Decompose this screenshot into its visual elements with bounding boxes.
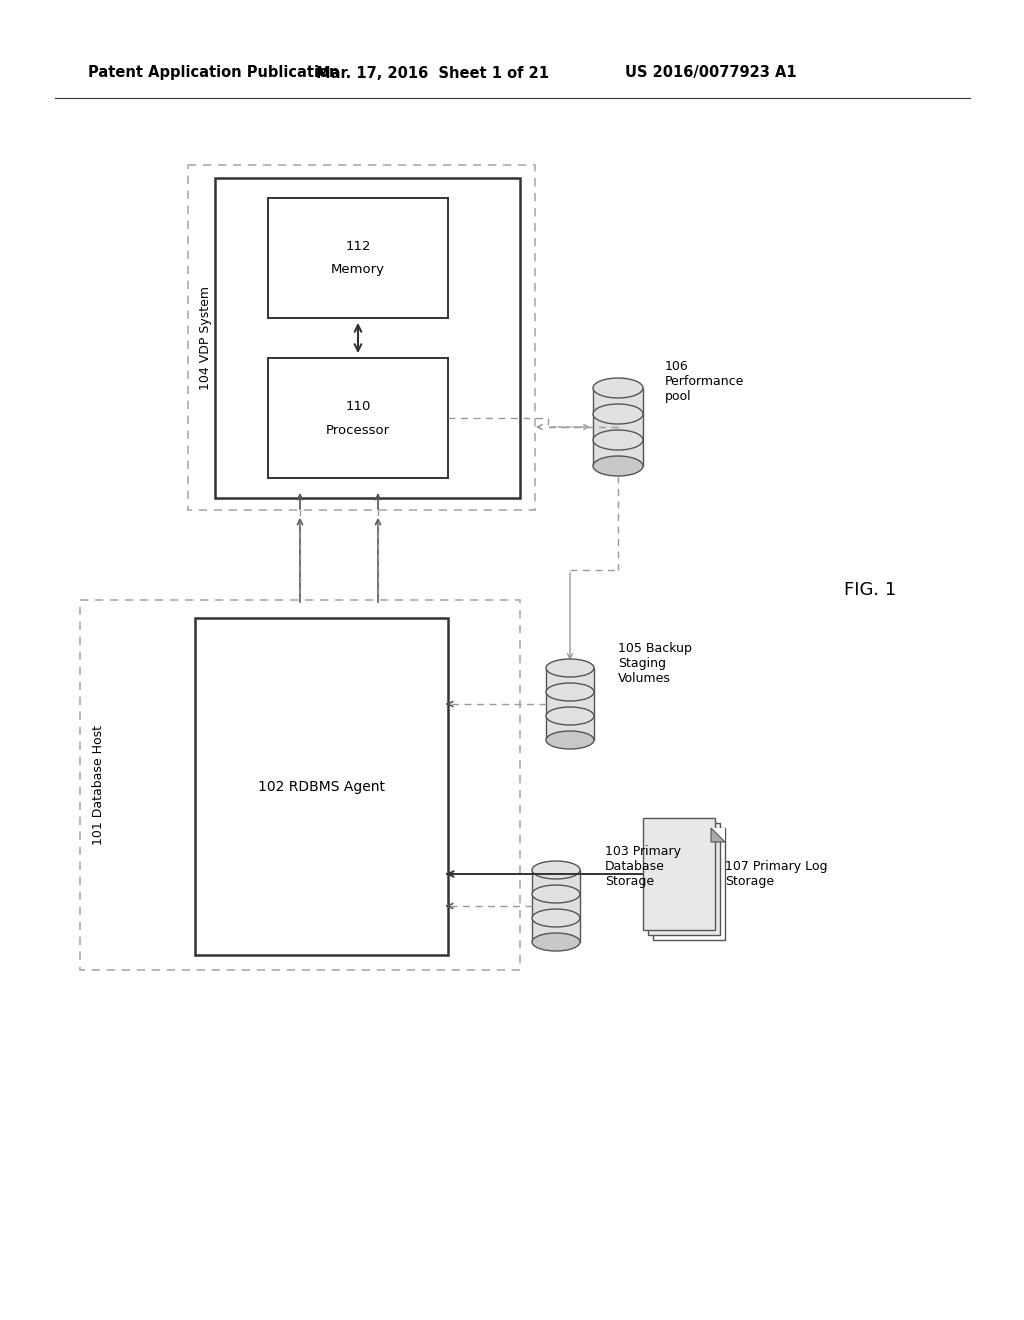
Ellipse shape: [546, 659, 594, 677]
Text: 107 Primary Log
Storage: 107 Primary Log Storage: [725, 861, 827, 888]
FancyBboxPatch shape: [643, 818, 715, 931]
Bar: [532, 894, 580, 917]
FancyBboxPatch shape: [653, 828, 725, 940]
Text: 102 RDBMS Agent: 102 RDBMS Agent: [258, 780, 385, 793]
Polygon shape: [711, 828, 725, 842]
Ellipse shape: [546, 731, 594, 748]
Bar: [593, 414, 643, 440]
Text: Processor: Processor: [326, 424, 390, 437]
FancyBboxPatch shape: [268, 358, 449, 478]
Ellipse shape: [532, 884, 580, 903]
Ellipse shape: [532, 909, 580, 927]
Bar: [532, 917, 580, 942]
Text: Patent Application Publication: Patent Application Publication: [88, 66, 340, 81]
Ellipse shape: [532, 861, 580, 879]
FancyBboxPatch shape: [195, 618, 449, 954]
Ellipse shape: [546, 708, 594, 725]
Bar: [546, 668, 594, 692]
Text: Mar. 17, 2016  Sheet 1 of 21: Mar. 17, 2016 Sheet 1 of 21: [315, 66, 549, 81]
Text: 104 VDP System: 104 VDP System: [200, 285, 213, 389]
Ellipse shape: [546, 682, 594, 701]
Bar: [532, 870, 580, 894]
Text: Memory: Memory: [331, 264, 385, 276]
FancyBboxPatch shape: [648, 822, 720, 935]
Bar: [593, 440, 643, 466]
FancyBboxPatch shape: [268, 198, 449, 318]
Ellipse shape: [593, 404, 643, 424]
Bar: [546, 715, 594, 741]
FancyBboxPatch shape: [215, 178, 520, 498]
Bar: [546, 692, 594, 715]
Text: 110: 110: [345, 400, 371, 412]
FancyBboxPatch shape: [80, 601, 520, 970]
Ellipse shape: [532, 933, 580, 950]
Ellipse shape: [593, 455, 643, 477]
FancyBboxPatch shape: [188, 165, 535, 510]
Text: US 2016/0077923 A1: US 2016/0077923 A1: [625, 66, 797, 81]
Ellipse shape: [593, 378, 643, 399]
Text: 106
Performance
pool: 106 Performance pool: [665, 360, 744, 403]
Text: 101 Database Host: 101 Database Host: [91, 725, 104, 845]
Text: 103 Primary
Database
Storage: 103 Primary Database Storage: [605, 845, 681, 888]
Text: FIG. 1: FIG. 1: [844, 581, 896, 599]
Polygon shape: [711, 828, 725, 842]
Bar: [593, 388, 643, 414]
Text: 112: 112: [345, 239, 371, 252]
Text: 105 Backup
Staging
Volumes: 105 Backup Staging Volumes: [618, 642, 692, 685]
Ellipse shape: [593, 430, 643, 450]
